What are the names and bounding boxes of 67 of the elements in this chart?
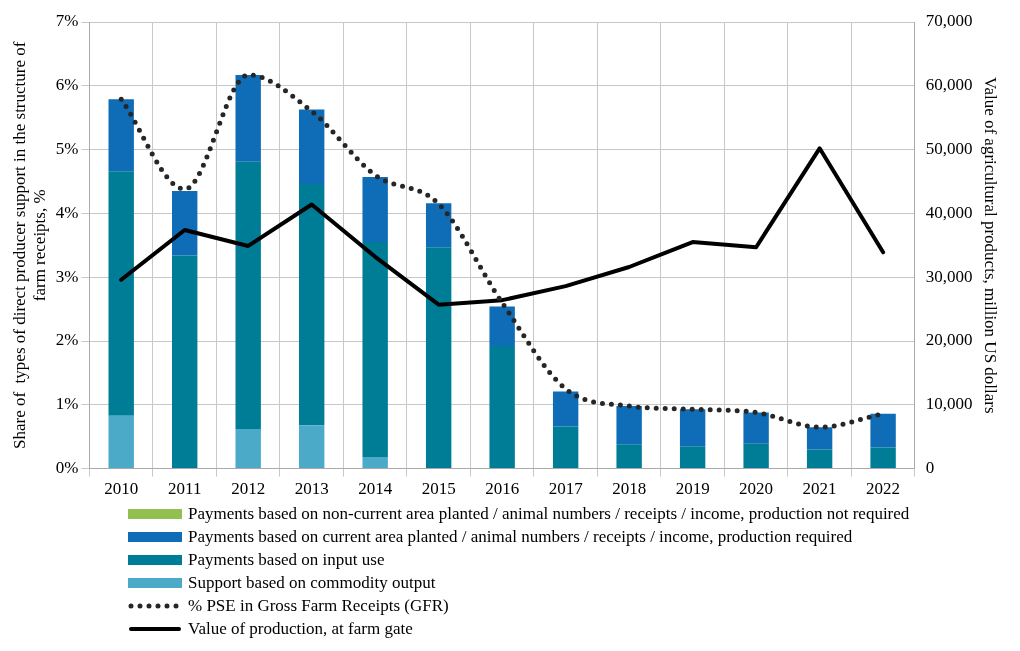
bar [298, 109, 325, 185]
bar [235, 429, 261, 469]
y-axis-title: Share of types of direct producer support in the structure of farm receipts, % [9, 41, 50, 449]
bar [235, 161, 261, 430]
x-tick-label: 2019 [675, 479, 710, 499]
x-tick-label: 2011 [168, 479, 202, 499]
y-tick-label: 1% [55, 394, 79, 414]
bar [616, 406, 642, 445]
x-tick-label: 2017 [548, 479, 584, 499]
x-tick-label: 2018 [612, 479, 647, 499]
bar [108, 171, 134, 416]
y-tick-label: 3% [55, 266, 79, 286]
bar [298, 425, 325, 469]
bar [743, 443, 769, 469]
y-tick-label: 4% [55, 202, 79, 222]
y2-tick-label: 40,000 [925, 202, 973, 222]
legend-label: Payments based on input use [188, 549, 385, 570]
bar [489, 306, 515, 347]
x-tick-label: 2010 [104, 479, 139, 499]
bar [108, 415, 134, 469]
x-tick-label: 2021 [802, 479, 837, 499]
legend-label: Payments based on non-current area planted / animal numbers / receipts / income, production not required [188, 503, 910, 524]
bar [806, 449, 833, 469]
bar [806, 427, 833, 450]
bar [172, 255, 198, 469]
bar [362, 177, 388, 243]
x-tick-label: 2013 [294, 479, 329, 499]
x-tick-label: 2022 [866, 479, 901, 499]
legend-label: Support based on commodity output [188, 572, 436, 593]
y2-tick-label: 10,000 [925, 394, 973, 414]
x-tick-label: 2016 [485, 479, 520, 499]
y-tick-label: 7% [55, 11, 79, 31]
bar [172, 191, 198, 256]
y2-tick-label: 30,000 [925, 266, 973, 286]
y2-tick-label: 0 [925, 458, 935, 478]
y-tick-label: 5% [55, 139, 79, 159]
y2-axis-title: Value of agricultural products, million US dollars [981, 76, 1001, 414]
bar [870, 447, 896, 469]
y2-tick-label: 20,000 [925, 330, 973, 350]
bar [743, 412, 769, 444]
bar [679, 409, 706, 447]
y-tick-label: 6% [55, 75, 79, 95]
bar [870, 413, 896, 448]
bar [235, 74, 261, 162]
y2-tick-label: 50,000 [925, 139, 973, 159]
y2-tick-label: 60,000 [925, 75, 973, 95]
legend-label: Payments based on current area planted / animal numbers / receipts / income, production required [188, 526, 853, 547]
legend-label: Value of production, at farm gate [188, 618, 413, 639]
bar [425, 203, 452, 248]
y-tick-label: 0% [55, 458, 79, 478]
bar [552, 391, 579, 427]
bar [362, 242, 388, 458]
y-tick-label: 2% [55, 330, 79, 350]
bar [489, 346, 515, 469]
legend-label: % PSE in Gross Farm Receipts (GFR) [188, 595, 449, 616]
x-tick-label: 2020 [739, 479, 774, 499]
bar [298, 184, 325, 426]
bar [616, 444, 642, 469]
bar [362, 457, 388, 469]
x-tick-label: 2014 [358, 479, 393, 499]
x-tick-label: 2012 [231, 479, 266, 499]
bar [552, 426, 579, 469]
x-tick-label: 2015 [421, 479, 456, 499]
bar [108, 99, 134, 172]
bar [679, 446, 706, 469]
y2-tick-label: 70,000 [925, 11, 973, 31]
bar [425, 247, 452, 469]
